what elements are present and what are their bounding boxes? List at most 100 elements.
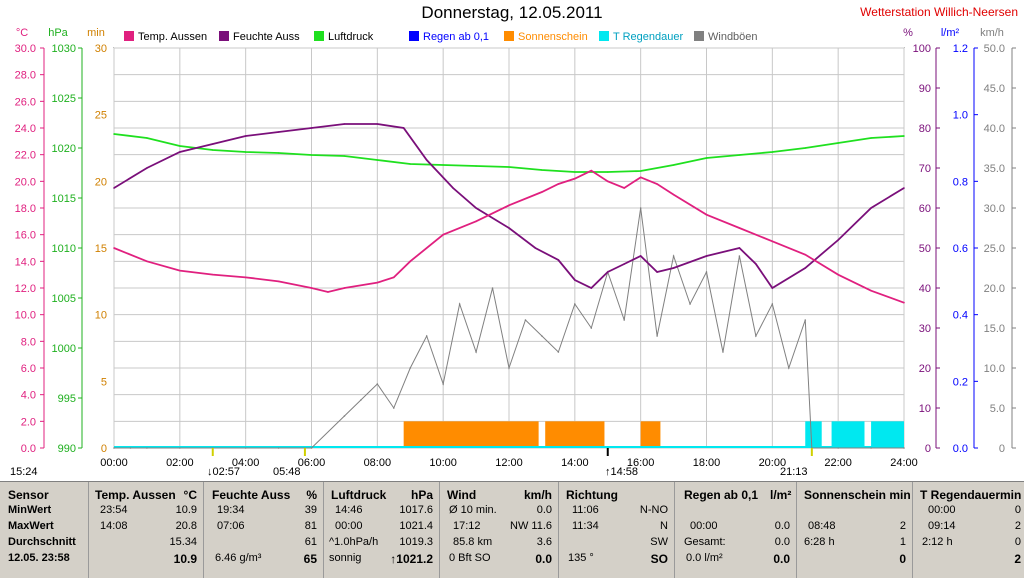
rain-current: 0.0 <box>773 552 790 566</box>
rain-total: 0.0 <box>774 536 790 548</box>
pressure-series-line-point <box>672 164 675 166</box>
gust-series-line-point <box>360 399 362 401</box>
legend-item-humidity[interactable]: Feuchte Auss <box>219 31 300 43</box>
rain-duration-bar <box>871 421 904 448</box>
row-label-min: MinWert <box>8 504 52 516</box>
temperature-series-line-point <box>211 273 214 276</box>
temp-tick-label: 2.0 <box>21 416 36 428</box>
gust-series-line-point <box>491 287 494 289</box>
legend-item-rain-duration[interactable]: T Regendauer <box>599 31 683 43</box>
pressure-series-line-point <box>804 147 807 149</box>
humidity-series-line-point <box>343 123 346 125</box>
gust-series-line-point <box>574 303 576 305</box>
wind-distance: 85.8 km <box>453 536 493 548</box>
gust-series-line-point <box>113 447 115 449</box>
wind-tick-label: 0 <box>999 443 1005 455</box>
sunset-marker: 21:13 <box>780 466 808 478</box>
gust-series-line-point <box>870 447 872 449</box>
temperature-series-line-point <box>327 291 329 293</box>
pct-tick-label: 30 <box>919 323 931 335</box>
legend-label: Feuchte Auss <box>233 31 300 43</box>
wind-tick-label: 15.0 <box>984 323 1005 335</box>
humidity-series-line-point <box>113 187 115 189</box>
header-humidity: Feuchte Auss <box>212 488 291 502</box>
pressure-series-line-point <box>211 149 214 151</box>
time-tick-label: 00:00 <box>100 457 128 469</box>
time-tick-label: 14:00 <box>561 457 589 469</box>
time-tick-label: 18:00 <box>693 457 721 469</box>
pct-tick-label: 70 <box>919 163 931 175</box>
pressure-series-line-point <box>574 171 576 173</box>
humidity-series-line-point <box>277 131 280 133</box>
time-tick-label: 10:00 <box>429 457 457 469</box>
gust-series-line-point <box>277 447 280 449</box>
gust-series-line-point <box>804 319 807 321</box>
temp-tick-label: 16.0 <box>15 230 36 242</box>
pct-tick-label: 10 <box>919 403 931 415</box>
pressure-series-line-point <box>606 171 609 173</box>
temperature-series-line-point <box>557 183 560 185</box>
sunshine-bar <box>640 421 661 448</box>
rain-duration-total: 2:12 h <box>922 536 953 548</box>
temp-tick-label: 0.0 <box>21 443 36 455</box>
legend-item-pressure[interactable]: Luftdruck <box>314 31 373 43</box>
legend-item-temp[interactable]: Temp. Aussen <box>124 31 207 43</box>
pct-tick-label: 80 <box>919 123 931 135</box>
min-tick-label: 30 <box>95 43 107 55</box>
rain-tick-label: 0.4 <box>953 310 968 322</box>
direction-1: N-NO <box>639 504 668 516</box>
pct-axis-unit: % <box>903 27 913 39</box>
pct-tick-label: 40 <box>919 283 931 295</box>
header-wind: Wind <box>447 488 477 502</box>
humidity-series-line-point <box>639 255 642 257</box>
wind-current: 0.0 <box>535 552 552 566</box>
row-label-max: MaxWert <box>8 520 54 532</box>
gust-series-line-point <box>755 335 757 337</box>
legend-label: Temp. Aussen <box>138 31 208 43</box>
legend-item-rain[interactable]: Regen ab 0,1 <box>409 31 489 43</box>
humidity-max-time: 07:06 <box>217 520 245 532</box>
hpa-axis-unit: hPa <box>48 27 68 39</box>
rain-tick-label: 0.2 <box>953 376 968 388</box>
min-tick-label: 5 <box>101 376 107 388</box>
pressure-avg: 1019.3 <box>399 536 433 548</box>
min-tick-label: 0 <box>101 443 107 455</box>
temp-tick-label: 22.0 <box>15 150 36 162</box>
legend-swatch <box>314 31 324 41</box>
temperature-series-line-point <box>639 176 642 179</box>
temp-tick-label: 20.0 <box>15 176 36 188</box>
humidity-series-line-point <box>557 259 560 261</box>
rain-axis-unit: l/m² <box>941 27 960 39</box>
humidity-series-line-point <box>475 207 477 209</box>
legend-swatch <box>219 31 229 41</box>
weather-chart: °C hPa min% l/m² km/h 30.0 28.0 26.0 24.0 22.0 20.… <box>15 27 1016 469</box>
hpa-tick-label: 1010 <box>52 243 76 255</box>
rain-tick-label: 0.0 <box>953 443 968 455</box>
rain-max-time: 00:00 <box>690 520 718 532</box>
legend-item-sunshine[interactable]: Sonnenschein <box>504 31 588 43</box>
gust-series-line-point <box>409 367 412 369</box>
hpa-tick-label: 1020 <box>52 143 76 155</box>
gust-series-line-point <box>557 351 560 353</box>
hpa-tick-label: 995 <box>58 393 76 405</box>
wind-mean: 3.6 <box>536 536 552 548</box>
humidity-series-line-point <box>310 127 313 129</box>
temp-tick-label: 10.0 <box>15 310 36 322</box>
wind-avg: 0.0 <box>536 504 552 516</box>
humidity-series-line-point <box>837 239 839 241</box>
temperature-series-line-point <box>475 220 477 223</box>
wind-tick-label: 50.0 <box>984 43 1005 55</box>
temperature-series-line-point <box>244 276 247 279</box>
humidity-series-line-point <box>211 143 214 145</box>
sunshine-bar <box>403 421 539 448</box>
col-humidity: Feuchte Auss% 19:34 39 07:06 81 61 6.46 g/… <box>203 482 324 578</box>
wind-tick-label: 20.0 <box>984 283 1005 295</box>
temperature-series-line-point <box>179 269 181 272</box>
gust-series-line-point <box>639 207 642 209</box>
rain-duration-bar <box>831 421 865 448</box>
humidity-absolute: 6.46 g/m³ <box>215 552 262 564</box>
header-sunshine: Sonnenschein min <box>804 488 911 502</box>
rain-max: 0.0 <box>774 520 790 532</box>
pct-tick-label: 20 <box>919 363 931 375</box>
legend-item-gusts[interactable]: Windböen <box>694 31 758 43</box>
